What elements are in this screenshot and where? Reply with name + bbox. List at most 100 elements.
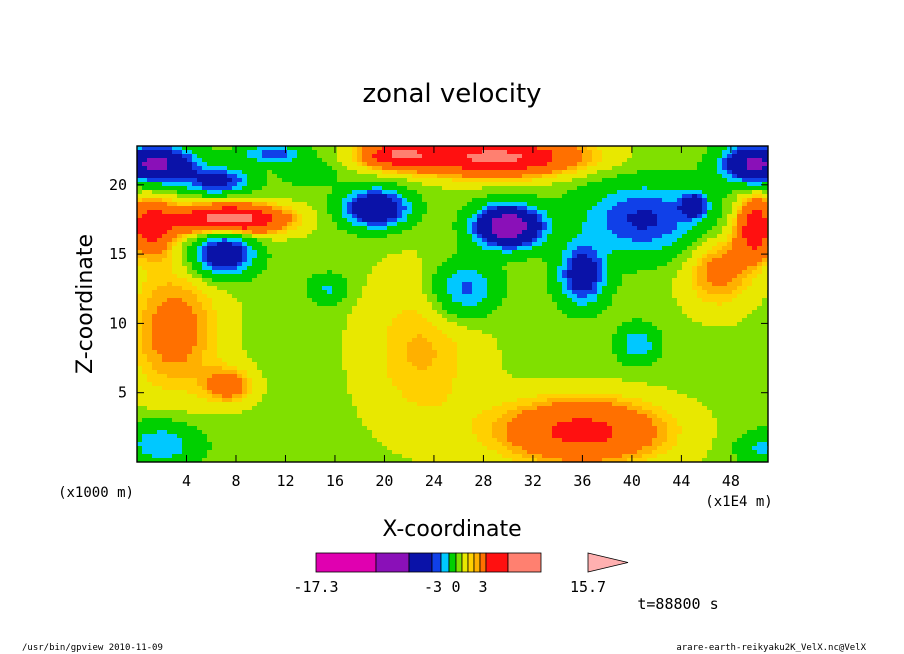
heatmap-cell [502,282,508,287]
heatmap-cell [372,162,378,167]
heatmap-cell [362,194,368,199]
heatmap-cell [452,274,458,279]
heatmap-cell [697,162,703,167]
heatmap-cell [647,154,653,159]
heatmap-cell [192,154,198,159]
heatmap-cell [607,170,613,175]
heatmap-cell [727,238,733,243]
heatmap-cell [317,182,323,187]
heatmap-cell [757,278,763,283]
heatmap-cell [507,170,513,175]
heatmap-cell [347,186,353,191]
heatmap-cell [397,250,403,255]
heatmap-cell [562,206,568,211]
heatmap-cell [227,270,233,275]
heatmap-cell [327,238,333,243]
heatmap-cell [422,170,428,175]
heatmap-cell [402,218,408,223]
heatmap-cell [137,170,143,175]
heatmap-cell [202,274,208,279]
heatmap-cell [487,274,493,279]
heatmap-cell [207,294,213,299]
heatmap-cell [697,226,703,231]
heatmap-cell [472,286,478,291]
heatmap-cell [447,182,453,187]
heatmap-cell [322,222,328,227]
heatmap-cell [207,214,213,219]
heatmap-cell [312,174,318,179]
heatmap-cell [497,194,503,199]
heatmap-cell [757,266,763,271]
heatmap-cell [707,270,713,275]
heatmap-cell [672,150,678,155]
heatmap-cell [322,154,328,159]
heatmap-cell [702,266,708,271]
heatmap-cell [342,302,348,307]
heatmap-cell [392,254,398,259]
heatmap-cell [437,154,443,159]
heatmap-cell [572,170,578,175]
heatmap-cell [142,282,148,287]
heatmap-cell [627,206,633,211]
heatmap-cell [672,182,678,187]
heatmap-cell [472,214,478,219]
heatmap-cell [287,254,293,259]
heatmap-cell [517,174,523,179]
heatmap-cell [742,226,748,231]
heatmap-cell [237,258,243,263]
heatmap-cell [137,174,143,179]
heatmap-cell [627,270,633,275]
heatmap-cell [337,166,343,171]
heatmap-cell [147,202,153,207]
heatmap-cell [407,294,413,299]
heatmap-cell [402,238,408,243]
heatmap-cell [292,274,298,279]
heatmap-cell [322,214,328,219]
heatmap-cell [707,162,713,167]
heatmap-cell [592,154,598,159]
heatmap-cell [737,214,743,219]
heatmap-cell [637,170,643,175]
heatmap-cell [627,262,633,267]
heatmap-cell [642,270,648,275]
heatmap-cell [202,226,208,231]
heatmap-cell [442,234,448,239]
heatmap-cell [152,198,158,203]
heatmap-cell [252,146,258,151]
heatmap-cell [302,158,308,163]
heatmap-cell [247,286,253,291]
heatmap-cell [237,202,243,207]
heatmap-cell [622,230,628,235]
heatmap-cell [617,282,623,287]
heatmap-cell [222,250,228,255]
chart-title: zonal velocity [362,79,541,109]
heatmap-cell [577,150,583,155]
heatmap-cell [427,294,433,299]
heatmap-cell [627,174,633,179]
heatmap-cell [232,170,238,175]
heatmap-cell [562,226,568,231]
heatmap-cell [312,226,318,231]
heatmap-cell [557,238,563,243]
heatmap-cell [162,302,168,307]
heatmap-cell [682,298,688,303]
heatmap-cell [557,298,563,303]
heatmap-cell [752,234,758,239]
heatmap-cell [152,238,158,243]
heatmap-cell [547,150,553,155]
heatmap-cell [687,282,693,287]
heatmap-cell [367,202,373,207]
heatmap-cell [607,178,613,183]
heatmap-cell [312,190,318,195]
heatmap-cell [407,286,413,291]
heatmap-cell [242,270,248,275]
heatmap-cell [392,162,398,167]
heatmap-cell [592,206,598,211]
heatmap-cell [387,274,393,279]
heatmap-cell [367,206,373,211]
heatmap-cell [312,254,318,259]
heatmap-cell [482,190,488,195]
heatmap-cell [562,294,568,299]
heatmap-cell [282,262,288,267]
heatmap-cell [137,194,143,199]
